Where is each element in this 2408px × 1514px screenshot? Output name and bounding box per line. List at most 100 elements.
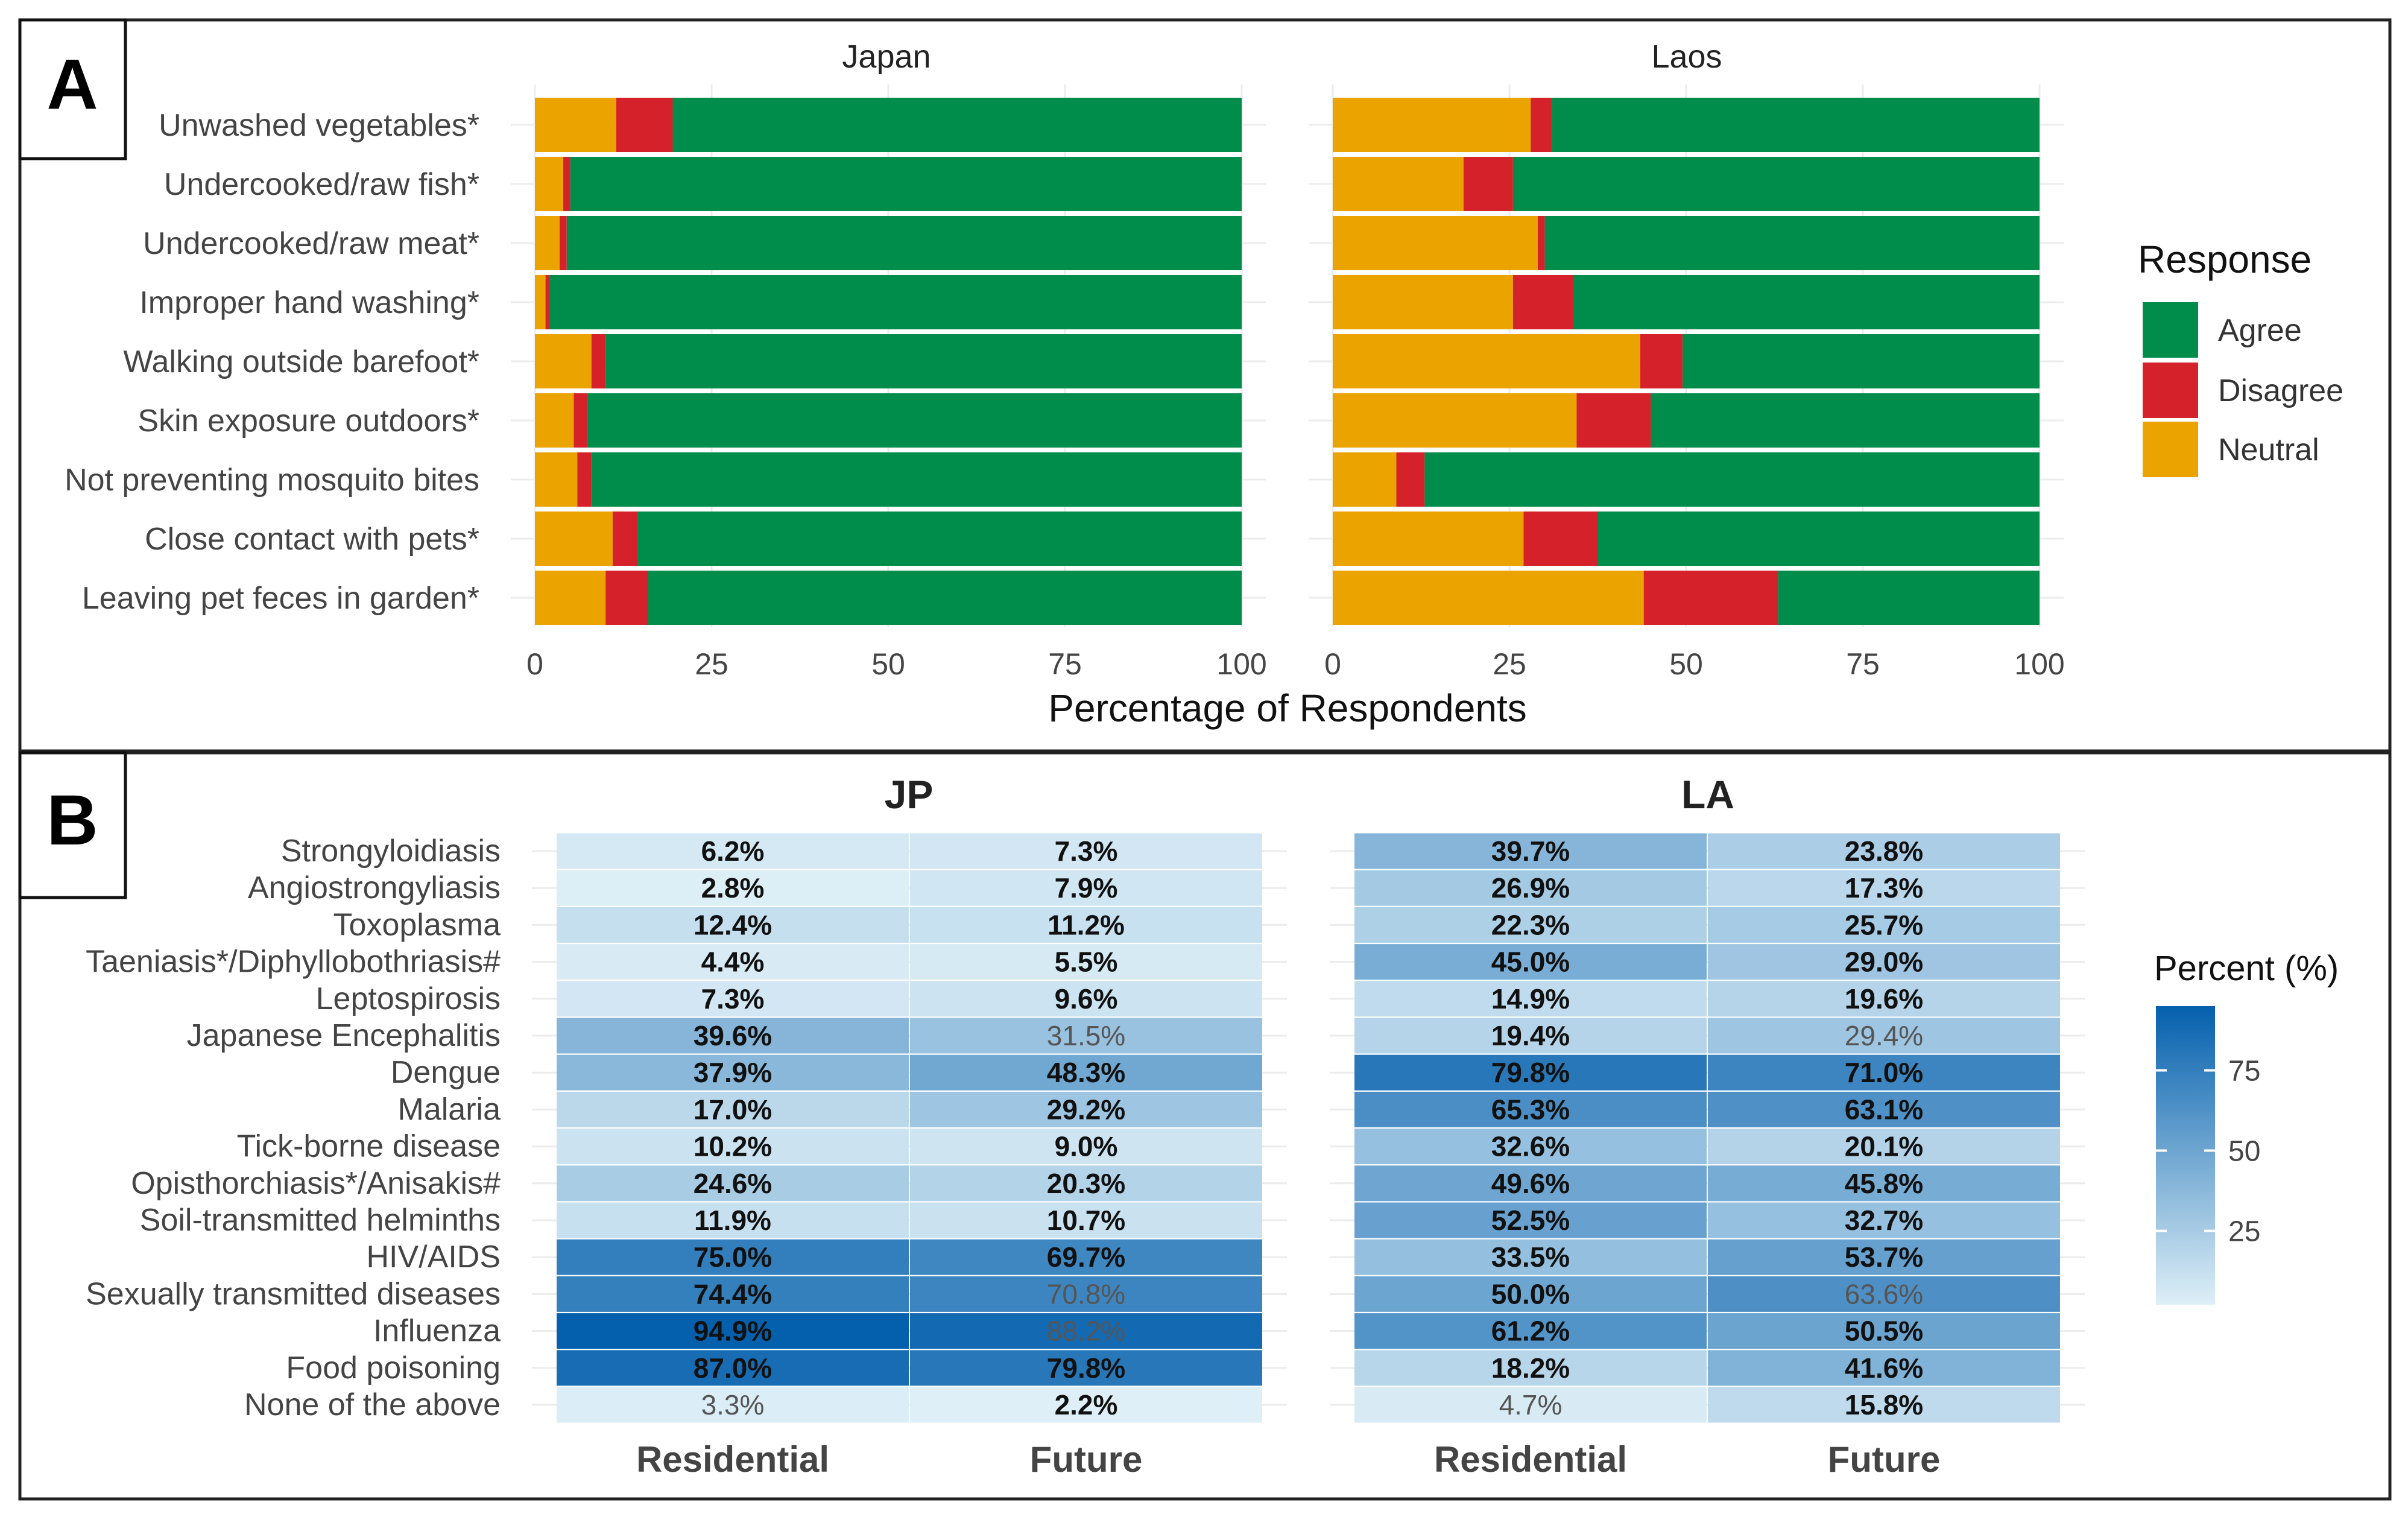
panel-a-frame bbox=[18, 18, 2392, 753]
column-label-future: Future bbox=[1030, 1439, 1143, 1480]
category-label: Walking outside barefoot* bbox=[123, 344, 479, 379]
x-tick-label: 25 bbox=[695, 647, 728, 681]
row-label: Influenza bbox=[373, 1314, 501, 1349]
row-label: Toxoplasma bbox=[333, 907, 501, 942]
heat-cell-jp-residential bbox=[557, 870, 909, 906]
bar-laos-agree bbox=[1683, 334, 2040, 388]
bar-japan-disagree bbox=[591, 334, 606, 388]
cell-value-label: 50.0% bbox=[1491, 1278, 1570, 1310]
panel-b-frame bbox=[18, 751, 2392, 1501]
heat-cell-la-residential bbox=[1354, 1165, 1707, 1202]
heat-cell-la-future bbox=[1708, 1202, 2060, 1238]
cell-value-label: 65.3% bbox=[1491, 1094, 1570, 1125]
bar-japan-agree bbox=[566, 216, 1242, 270]
legend-label-agree: Agree bbox=[2218, 313, 2302, 348]
panel-a-label: A bbox=[46, 45, 98, 124]
heat-cell-jp-residential bbox=[557, 1350, 909, 1386]
heat-cell-la-future bbox=[1708, 1165, 2060, 1202]
heat-cell-jp-residential bbox=[557, 1129, 909, 1165]
row-label: HIV/AIDS bbox=[367, 1240, 501, 1275]
colorbar-title: Percent (%) bbox=[2154, 949, 2339, 988]
heat-cell-jp-future bbox=[910, 1350, 1262, 1386]
cell-value-label: 37.9% bbox=[694, 1057, 772, 1088]
column-label-residential: Residential bbox=[1434, 1439, 1627, 1480]
bar-japan-disagree bbox=[560, 216, 567, 270]
cell-value-label: 71.0% bbox=[1845, 1057, 1923, 1088]
bar-laos-neutral bbox=[1333, 98, 1531, 152]
cell-value-label: 2.2% bbox=[1055, 1389, 1118, 1421]
cell-value-label: 39.6% bbox=[694, 1020, 772, 1051]
bar-japan-agree bbox=[605, 334, 1242, 388]
cell-value-label: 61.2% bbox=[1491, 1316, 1570, 1347]
bar-japan-neutral bbox=[535, 452, 578, 507]
heat-cell-jp-residential bbox=[557, 907, 909, 943]
cell-value-label: 49.6% bbox=[1491, 1168, 1570, 1199]
row-label: Taeniasis*/Diphyllobothriasis# bbox=[86, 945, 501, 980]
cell-value-label: 79.8% bbox=[1047, 1352, 1125, 1384]
heat-cell-jp-future bbox=[910, 1276, 1262, 1312]
cell-value-label: 12.4% bbox=[694, 909, 772, 940]
cell-value-label: 15.8% bbox=[1845, 1389, 1923, 1421]
bar-laos-agree bbox=[1597, 512, 2040, 566]
facet-title-la: LA bbox=[1681, 772, 1734, 817]
bar-japan-agree bbox=[591, 452, 1242, 507]
heat-cell-jp-residential bbox=[557, 833, 909, 869]
heat-cell-jp-future bbox=[910, 1018, 1262, 1054]
heat-cell-la-future bbox=[1708, 833, 2060, 869]
cell-value-label: 32.7% bbox=[1845, 1205, 1923, 1236]
heat-cell-jp-residential bbox=[557, 981, 909, 1017]
bar-laos-neutral bbox=[1333, 157, 1464, 211]
heat-cell-jp-residential bbox=[557, 1276, 909, 1312]
bar-japan-agree bbox=[570, 157, 1242, 211]
bar-laos-agree bbox=[1424, 452, 2040, 507]
bar-laos-neutral bbox=[1333, 571, 1644, 625]
colorbar-tick-label: 75 bbox=[2228, 1055, 2260, 1087]
cell-value-label: 74.4% bbox=[694, 1278, 772, 1310]
heat-cell-la-future bbox=[1708, 981, 2060, 1017]
bar-laos-neutral bbox=[1333, 512, 1524, 566]
bar-laos-disagree bbox=[1576, 393, 1651, 448]
row-label: None of the above bbox=[244, 1387, 501, 1422]
heat-cell-jp-future bbox=[910, 1165, 1262, 1202]
bar-laos-disagree bbox=[1396, 452, 1425, 507]
x-tick-label: 100 bbox=[2014, 647, 2064, 681]
heat-cell-la-future bbox=[1708, 1054, 2060, 1091]
bar-laos-agree bbox=[1573, 275, 2040, 329]
cell-value-label: 22.3% bbox=[1491, 909, 1570, 940]
panel-b-label: B bbox=[46, 781, 98, 860]
heat-cell-la-future bbox=[1708, 1129, 2060, 1165]
bar-japan-disagree bbox=[577, 452, 592, 507]
colorbar-tick-label: 50 bbox=[2228, 1136, 2260, 1168]
x-tick-label: 75 bbox=[1048, 647, 1082, 681]
heat-cell-la-future bbox=[1708, 1276, 2060, 1312]
row-label: Tick-borne disease bbox=[237, 1129, 501, 1164]
facet-title-laos: Laos bbox=[1651, 39, 1722, 75]
cell-value-label: 19.6% bbox=[1845, 983, 1923, 1015]
heat-cell-jp-future bbox=[910, 944, 1262, 980]
bar-japan-disagree bbox=[545, 275, 549, 329]
cell-value-label: 29.2% bbox=[1047, 1094, 1125, 1125]
colorbar-tick-label: 25 bbox=[2228, 1216, 2260, 1248]
heat-cell-la-future bbox=[1708, 1091, 2060, 1127]
heat-cell-jp-future bbox=[910, 1129, 1262, 1165]
bar-japan-agree bbox=[549, 275, 1242, 329]
heat-cell-la-residential bbox=[1354, 1091, 1707, 1127]
bar-japan-disagree bbox=[612, 512, 637, 566]
cell-value-label: 11.2% bbox=[1048, 909, 1125, 940]
legend-swatch-agree bbox=[2143, 302, 2198, 358]
heat-cell-la-residential bbox=[1354, 1276, 1707, 1312]
category-label: Improper hand washing* bbox=[139, 285, 479, 320]
bar-japan-disagree bbox=[616, 98, 673, 152]
column-label-residential: Residential bbox=[636, 1439, 829, 1480]
cell-value-label: 41.6% bbox=[1845, 1352, 1923, 1384]
x-tick-label: 25 bbox=[1493, 647, 1526, 681]
cell-value-label: 32.6% bbox=[1491, 1131, 1570, 1162]
legend-label-disagree: Disagree bbox=[2218, 373, 2343, 408]
cell-value-label: 29.4% bbox=[1845, 1020, 1923, 1051]
cell-value-label: 75.0% bbox=[694, 1241, 772, 1273]
row-label: Leptospirosis bbox=[316, 981, 501, 1016]
cell-value-label: 20.3% bbox=[1047, 1168, 1125, 1199]
heat-cell-la-future bbox=[1708, 870, 2060, 906]
bar-laos-agree bbox=[1651, 393, 2040, 448]
cell-value-label: 48.3% bbox=[1047, 1057, 1125, 1088]
